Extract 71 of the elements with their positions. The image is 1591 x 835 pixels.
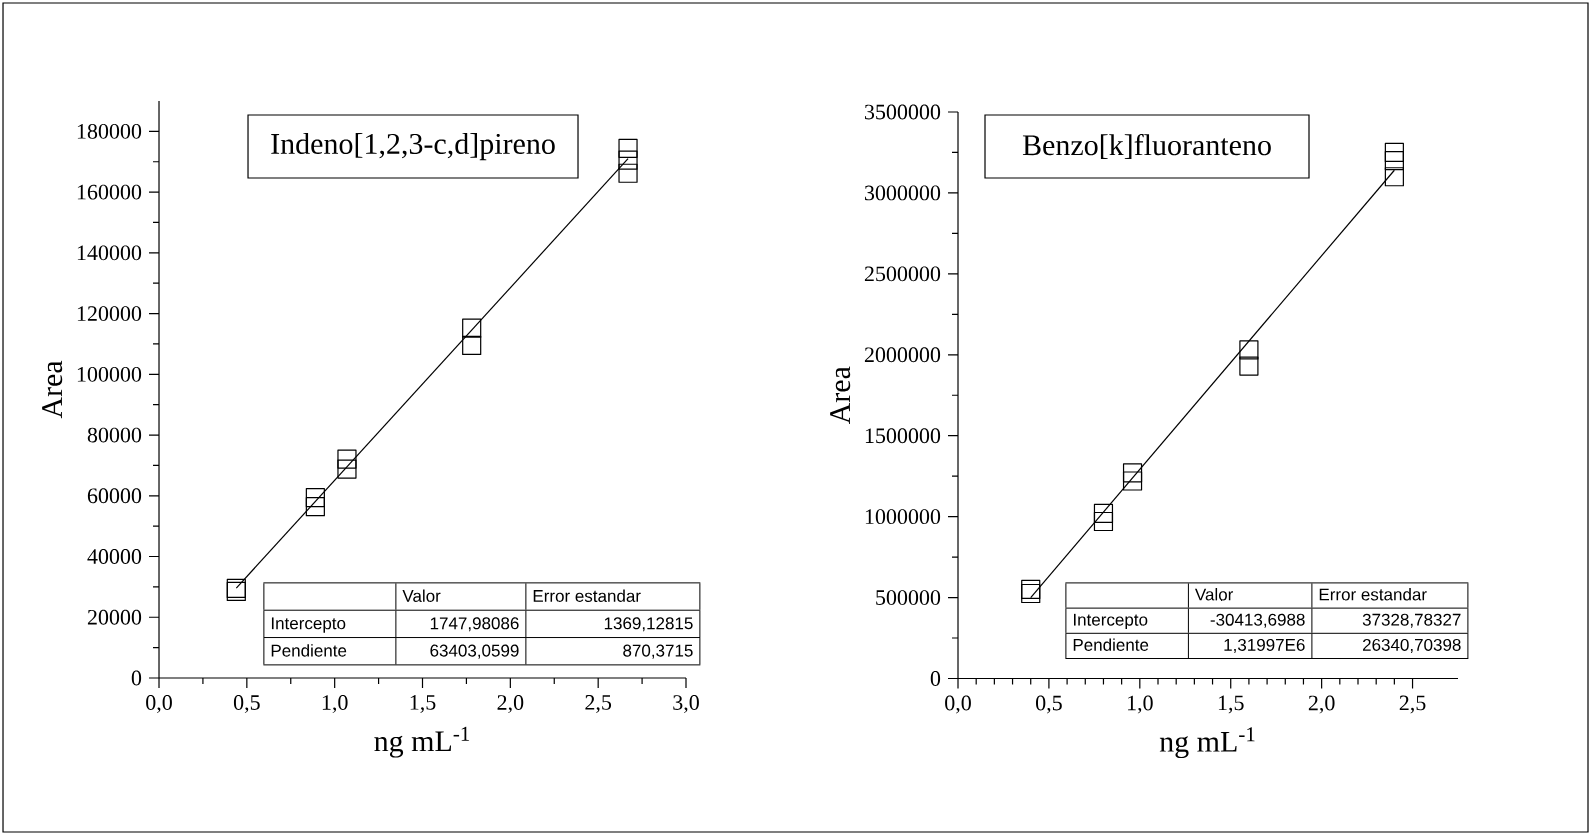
x-tick-label: 2,5 — [1399, 695, 1426, 714]
x-tick-label: 0,5 — [1036, 695, 1062, 714]
annotation: Intercepto — [1073, 613, 1148, 630]
point — [618, 138, 638, 158]
point — [1384, 167, 1404, 187]
annotation: Valor — [402, 589, 441, 602]
y-tick-label: 140000 — [77, 245, 142, 261]
x-tick-label: 2,0 — [1308, 695, 1335, 714]
x-tick-label: 1,0 — [322, 695, 348, 714]
y-tick-label: 0 — [131, 670, 142, 686]
x-tick-label: 1,5 — [410, 695, 436, 713]
point — [305, 497, 325, 517]
point — [618, 150, 638, 170]
x-tick-label: 0,0 — [945, 695, 971, 714]
y-tick-label: 2000000 — [864, 347, 941, 363]
x-tick-label: 0,0 — [146, 695, 172, 714]
y-tick-label: 0 — [930, 671, 941, 686]
point — [305, 488, 325, 508]
text: Benzo[k]fluoranteno — [1022, 133, 1271, 160]
annotation: 37328,78327 — [1362, 613, 1461, 628]
y-tick-label: 180000 — [77, 123, 142, 139]
annotation: -30413,6988 — [1210, 613, 1305, 628]
annotation: 63403,0599 — [430, 644, 519, 659]
x-tick-label: 2,5 — [585, 695, 612, 714]
y-tick-label: 3500000 — [865, 104, 941, 120]
y-tick-label: 40000 — [87, 549, 142, 564]
y-tick-label: 160000 — [77, 184, 142, 200]
point — [337, 459, 357, 479]
x-tick-label: 0,5 — [233, 695, 260, 714]
point — [337, 449, 357, 469]
annotation: 1369,12815 — [604, 617, 693, 632]
point — [1093, 511, 1114, 532]
point — [1122, 463, 1143, 483]
y-axis-title: Area — [830, 366, 851, 425]
annotation: Pendiente — [1073, 638, 1149, 651]
y-tick-label: 2500000 — [864, 266, 941, 282]
y-tick-label: 60000 — [87, 488, 142, 504]
text: Indeno[1,2,3-c,d]pireno — [271, 132, 555, 161]
annotation: Intercepto — [271, 617, 346, 633]
annotation: Error estandar — [533, 589, 641, 602]
x-axis-title: ng mL$^{-1}$ — [374, 726, 470, 758]
y-tick-label: 20000 — [87, 609, 142, 625]
x-tick-label: 2,0 — [497, 695, 524, 714]
x-tick-label: 1,0 — [1128, 695, 1153, 714]
annotation: 1747,98086 — [430, 617, 519, 632]
point — [1122, 471, 1143, 491]
annotation: 1,31997E6 — [1224, 638, 1305, 653]
annotation: Error estandar — [1319, 588, 1427, 601]
point — [462, 335, 482, 356]
y-tick-label: 120000 — [77, 306, 142, 321]
x-axis-title: ng mL$^{-1}$ — [1159, 727, 1255, 759]
y-axis-title: Area — [42, 360, 63, 419]
annotation: Pendiente — [271, 644, 347, 657]
annotation: 870,3715 — [623, 644, 693, 659]
point — [1384, 142, 1404, 163]
annotation: 26340,70398 — [1362, 638, 1461, 653]
y-tick-label: 100000 — [77, 366, 142, 382]
y-tick-label: 1000000 — [865, 509, 941, 525]
x-tick-label: 3,0 — [673, 695, 699, 714]
point — [1239, 356, 1259, 376]
x-tick-label: 1,5 — [1218, 695, 1244, 714]
annotation: Valor — [1194, 588, 1234, 601]
point — [462, 318, 482, 338]
y-tick-label: 80000 — [87, 427, 142, 443]
point — [618, 163, 638, 183]
point — [1093, 503, 1114, 523]
point — [1384, 150, 1404, 171]
y-tick-label: 1500000 — [865, 428, 941, 444]
y-tick-label: 500000 — [876, 590, 941, 605]
y-tick-label: 3000000 — [865, 185, 941, 201]
point — [1239, 340, 1259, 360]
